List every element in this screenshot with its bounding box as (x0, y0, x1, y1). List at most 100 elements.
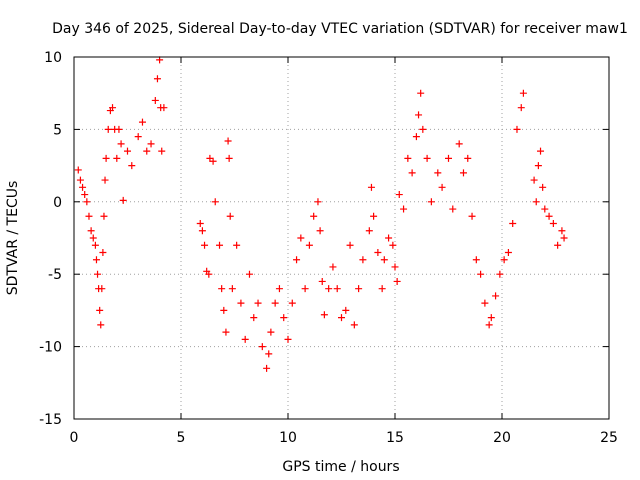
data-point (530, 176, 538, 184)
x-axis-label: GPS time / hours (282, 459, 399, 475)
data-point (288, 299, 296, 307)
data-points (74, 56, 568, 372)
data-point (342, 306, 350, 314)
data-point (222, 328, 230, 336)
data-point (496, 270, 504, 278)
data-point (500, 256, 508, 264)
data-point (468, 212, 476, 220)
data-point (355, 285, 363, 293)
data-point (99, 248, 107, 256)
data-point (147, 140, 155, 148)
data-point (359, 256, 367, 264)
data-point (201, 241, 209, 249)
y-axis-ticks: 10 5 0 -5 -10 -15 (39, 50, 609, 428)
data-point (365, 227, 373, 235)
data-point (196, 220, 204, 228)
data-point (509, 220, 517, 228)
data-point (265, 350, 273, 358)
data-point (537, 147, 545, 155)
data-point (250, 314, 258, 322)
data-point (271, 299, 279, 307)
data-point (541, 205, 549, 213)
data-point (76, 176, 84, 184)
data-point (237, 299, 245, 307)
data-point (504, 248, 512, 256)
data-point (532, 198, 540, 206)
data-point (385, 234, 393, 242)
x-tick-label: 25 (600, 430, 618, 446)
data-point (267, 328, 275, 336)
data-point (138, 118, 146, 126)
data-point (98, 285, 106, 293)
data-point (560, 234, 568, 242)
y-tick-label: 10 (44, 50, 62, 66)
y-tick-label: 5 (53, 122, 62, 138)
data-point (314, 198, 322, 206)
x-tick-label: 0 (70, 430, 79, 446)
data-point (310, 212, 318, 220)
data-point (391, 263, 399, 271)
data-point (378, 285, 386, 293)
data-point (85, 212, 93, 220)
data-point (156, 56, 164, 64)
data-point (91, 241, 99, 249)
data-point (445, 154, 452, 162)
data-point (226, 212, 234, 220)
data-point (370, 212, 378, 220)
data-point (275, 285, 283, 293)
data-point (124, 147, 131, 155)
y-tick-label: -15 (39, 412, 62, 428)
data-point (254, 299, 262, 307)
data-point (158, 147, 166, 155)
data-point (113, 154, 121, 162)
data-point (258, 343, 266, 351)
data-point (346, 241, 354, 249)
data-point (517, 104, 525, 112)
data-point (74, 166, 82, 174)
data-point (280, 314, 288, 322)
data-point (549, 220, 557, 228)
y-tick-label: -5 (48, 267, 62, 283)
data-point (102, 154, 110, 162)
data-point (198, 227, 206, 235)
data-point (419, 125, 427, 133)
data-point (263, 364, 271, 372)
data-point (153, 75, 161, 83)
data-point (412, 133, 420, 141)
data-point (94, 270, 102, 278)
data-point (79, 183, 87, 191)
data-point (205, 270, 213, 278)
data-point (455, 140, 463, 148)
data-point (374, 248, 382, 256)
data-point (96, 306, 104, 314)
data-point (380, 256, 388, 264)
data-point (245, 270, 253, 278)
data-point (293, 256, 301, 264)
data-point (218, 285, 226, 293)
data-point (220, 306, 228, 314)
data-point (534, 162, 542, 170)
data-point (350, 321, 358, 329)
data-point (320, 311, 328, 319)
data-point (318, 277, 326, 285)
data-point (539, 183, 547, 191)
data-point (160, 104, 168, 112)
data-point (545, 212, 553, 220)
data-point (333, 285, 341, 293)
data-point (487, 314, 495, 322)
data-point (338, 314, 345, 322)
data-point (513, 125, 521, 133)
data-point (97, 321, 105, 329)
x-tick-label: 20 (493, 430, 511, 446)
data-point (481, 299, 489, 307)
data-point (485, 321, 493, 329)
y-tick-label: 0 (53, 195, 62, 211)
data-point (109, 104, 117, 112)
data-point (415, 111, 423, 119)
data-point (104, 125, 112, 133)
data-point (329, 263, 337, 271)
y-tick-label: -10 (39, 340, 62, 356)
x-tick-label: 10 (279, 430, 297, 446)
data-point (434, 169, 442, 177)
data-point (92, 256, 100, 264)
